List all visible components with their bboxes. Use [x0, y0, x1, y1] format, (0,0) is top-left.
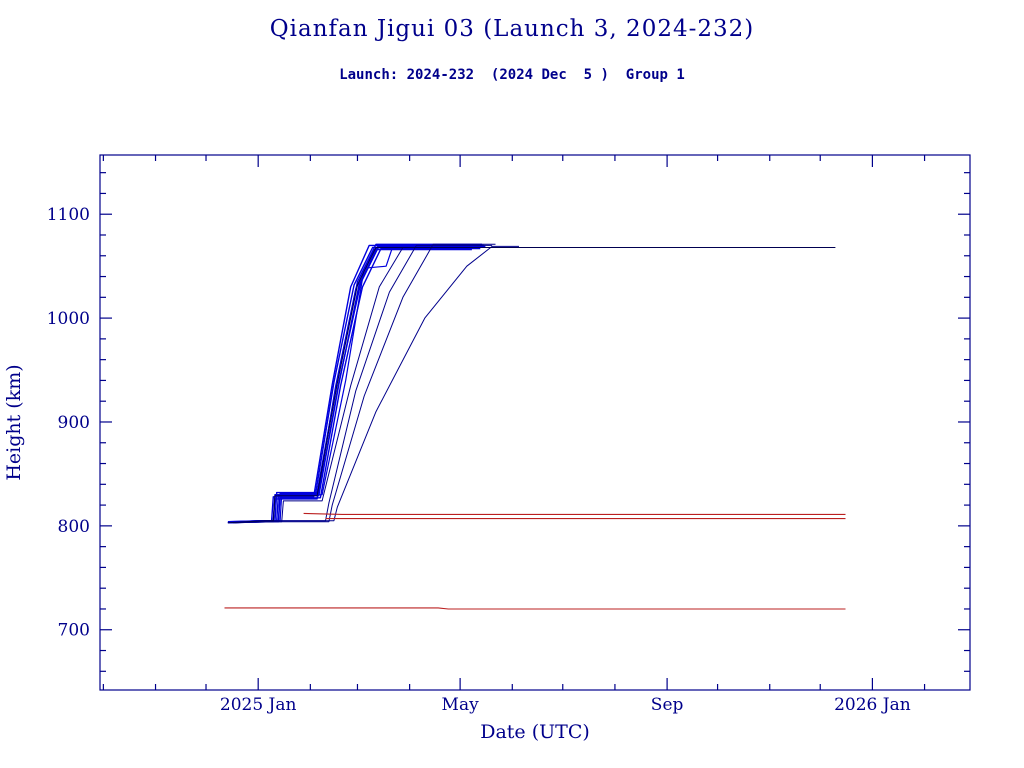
- series-line-sat-14: [303, 512, 846, 515]
- chart-subtitle: Launch: 2024-232 (2024 Dec 5 ) Group 1: [339, 67, 685, 83]
- y-tick-label: 900: [58, 413, 90, 433]
- x-tick-label: 2026 Jan: [834, 695, 911, 715]
- y-axis-label: Height (km): [3, 364, 25, 480]
- y-tick-label: 1100: [47, 205, 90, 225]
- x-tick-label: May: [442, 695, 480, 715]
- series-line-sat-11: [234, 243, 496, 524]
- x-axis-label: Date (UTC): [480, 721, 590, 743]
- series-line-sat-16: [224, 607, 846, 610]
- y-tick-label: 800: [58, 517, 90, 537]
- y-tick-label: 1000: [47, 309, 90, 329]
- chart-title: Qianfan Jigui 03 (Launch 3, 2024-232): [269, 16, 755, 42]
- x-tick-label: Sep: [651, 695, 684, 715]
- y-tick-label: 700: [58, 621, 90, 641]
- series-line-sat-02: [227, 246, 476, 524]
- x-tick-label: 2025 Jan: [220, 695, 297, 715]
- series-line-sat-03: [227, 243, 482, 523]
- series-line-sat-13: [227, 247, 836, 524]
- series-line-sat-12: [234, 245, 519, 524]
- plot-frame: [99, 154, 971, 691]
